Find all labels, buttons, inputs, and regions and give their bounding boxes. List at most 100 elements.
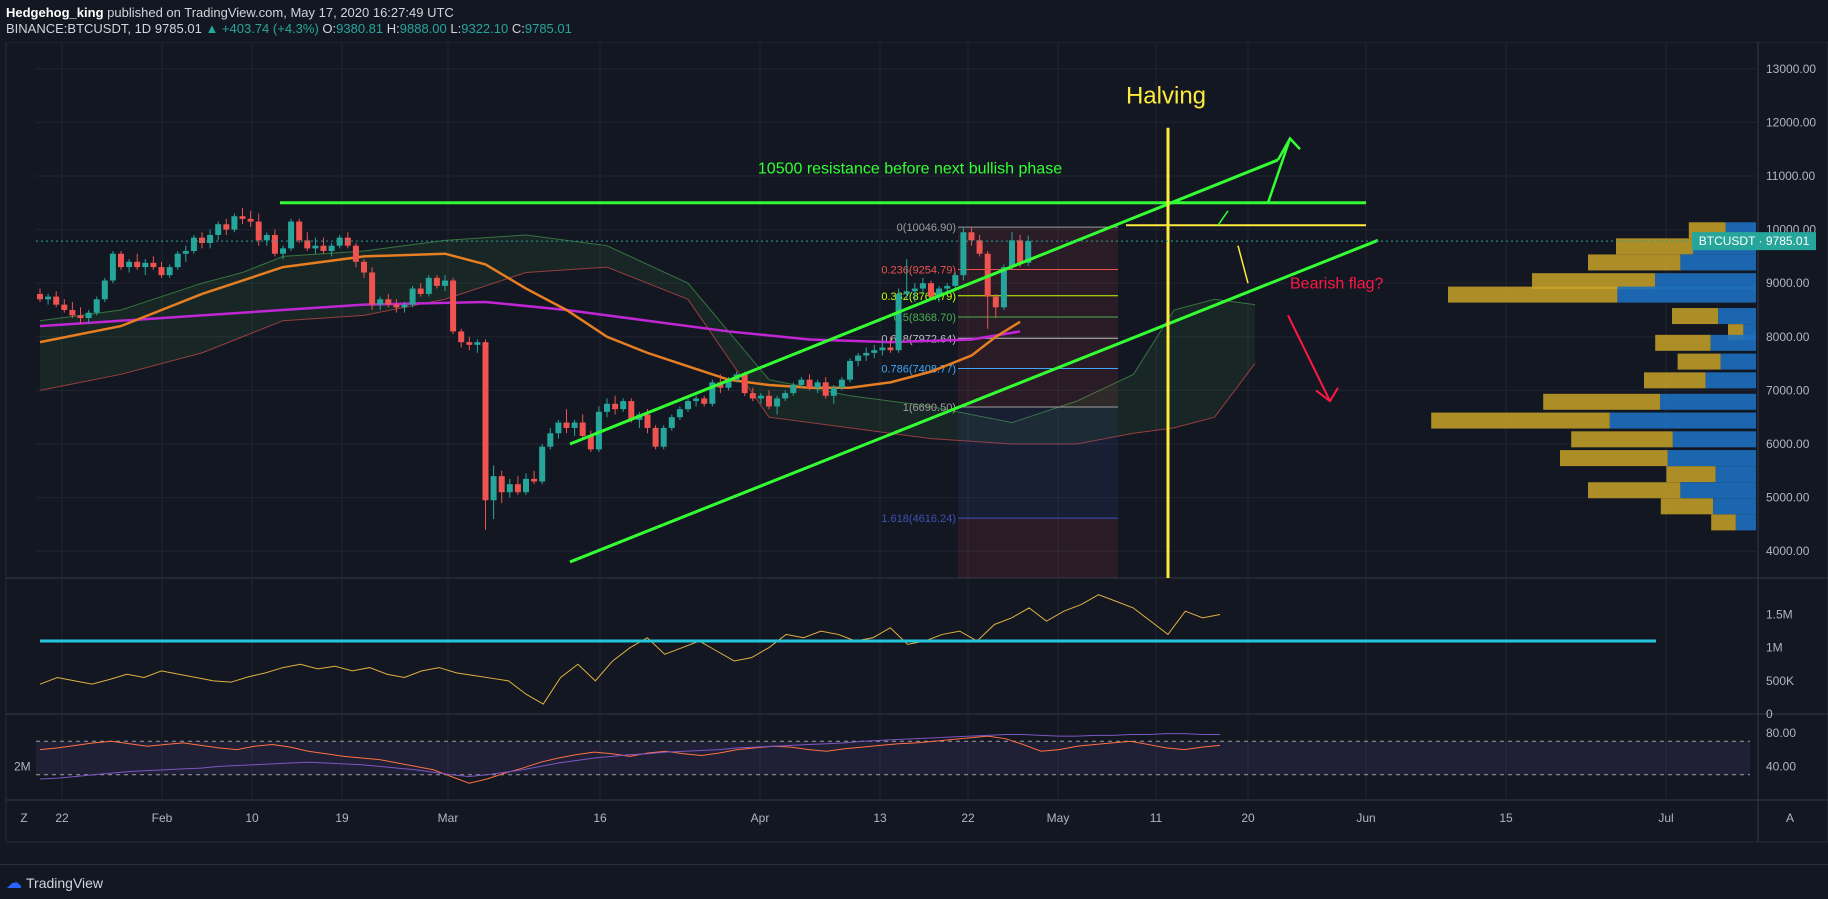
candle[interactable] xyxy=(863,347,870,361)
candle[interactable] xyxy=(879,342,886,356)
candle[interactable] xyxy=(798,377,805,388)
candle[interactable] xyxy=(158,261,165,278)
candle[interactable] xyxy=(506,478,513,498)
candle[interactable] xyxy=(847,358,853,383)
candle[interactable] xyxy=(223,218,230,235)
candle[interactable] xyxy=(1017,234,1024,268)
candle[interactable] xyxy=(101,277,108,302)
candle[interactable] xyxy=(150,256,157,270)
candle[interactable] xyxy=(936,285,943,302)
candle[interactable] xyxy=(838,377,845,391)
candle[interactable] xyxy=(231,213,238,233)
candle[interactable] xyxy=(604,398,610,418)
candle[interactable] xyxy=(207,229,214,249)
candle[interactable] xyxy=(61,299,68,313)
candle[interactable] xyxy=(433,275,440,289)
candle[interactable] xyxy=(992,293,999,319)
candle[interactable] xyxy=(652,425,659,450)
candle[interactable] xyxy=(93,296,100,316)
candle[interactable] xyxy=(539,444,546,485)
candle[interactable] xyxy=(555,419,562,439)
candle[interactable] xyxy=(263,232,270,246)
candle[interactable] xyxy=(490,465,497,520)
candle[interactable] xyxy=(620,398,627,412)
candle[interactable] xyxy=(45,293,52,305)
candle[interactable] xyxy=(701,395,708,407)
candle[interactable] xyxy=(685,398,691,412)
candle[interactable] xyxy=(417,283,424,297)
candle[interactable] xyxy=(887,336,894,353)
candle[interactable] xyxy=(960,226,967,281)
candle[interactable] xyxy=(85,310,92,324)
candle[interactable] xyxy=(53,291,60,308)
candle[interactable] xyxy=(377,296,384,310)
candle[interactable] xyxy=(774,395,781,415)
candle[interactable] xyxy=(814,379,821,394)
candle[interactable] xyxy=(757,393,764,404)
candle[interactable] xyxy=(109,251,116,284)
author-name[interactable]: Hedgehog_king xyxy=(6,5,104,20)
candle[interactable] xyxy=(919,277,926,294)
candle[interactable] xyxy=(37,288,43,302)
candle[interactable] xyxy=(126,259,133,273)
candle[interactable] xyxy=(855,352,862,367)
candle[interactable] xyxy=(830,385,837,404)
candle[interactable] xyxy=(409,285,416,308)
candle[interactable] xyxy=(304,232,311,252)
candle[interactable] xyxy=(215,221,222,241)
candle[interactable] xyxy=(393,299,400,313)
candle[interactable] xyxy=(531,470,538,485)
candle[interactable] xyxy=(336,234,343,249)
candle[interactable] xyxy=(190,234,197,254)
candle[interactable] xyxy=(77,307,84,324)
candle[interactable] xyxy=(482,339,489,530)
candle[interactable] xyxy=(1000,264,1007,310)
candle[interactable] xyxy=(344,232,351,249)
candle[interactable] xyxy=(182,245,189,262)
candle[interactable] xyxy=(790,382,797,396)
candle[interactable] xyxy=(239,208,246,225)
candle[interactable] xyxy=(142,259,149,276)
candle[interactable] xyxy=(523,473,529,495)
candle[interactable] xyxy=(361,259,367,278)
candle[interactable] xyxy=(450,277,457,335)
candle[interactable] xyxy=(822,377,829,399)
candle[interactable] xyxy=(369,267,376,310)
candle[interactable] xyxy=(352,243,359,268)
candle[interactable] xyxy=(766,390,772,410)
candle[interactable] xyxy=(466,336,473,351)
candle[interactable] xyxy=(401,301,408,313)
candle[interactable] xyxy=(547,427,554,450)
candle[interactable] xyxy=(385,293,392,308)
candle[interactable] xyxy=(911,283,918,302)
candle[interactable] xyxy=(612,395,619,415)
candle[interactable] xyxy=(595,406,602,453)
candle[interactable] xyxy=(693,395,700,407)
candle[interactable] xyxy=(968,226,975,246)
candle[interactable] xyxy=(976,234,983,257)
candle[interactable] xyxy=(320,237,327,254)
candle[interactable] xyxy=(312,237,319,254)
candle[interactable] xyxy=(118,251,124,270)
candle[interactable] xyxy=(903,259,910,300)
candle[interactable] xyxy=(442,275,448,292)
candle[interactable] xyxy=(174,251,181,270)
candle[interactable] xyxy=(134,253,141,270)
candle[interactable] xyxy=(328,243,335,257)
candle[interactable] xyxy=(806,374,813,391)
candle[interactable] xyxy=(425,275,432,297)
candle[interactable] xyxy=(498,470,505,503)
candle[interactable] xyxy=(571,419,578,436)
candle[interactable] xyxy=(676,406,683,420)
candle[interactable] xyxy=(660,425,667,450)
candle[interactable] xyxy=(296,218,303,243)
candle[interactable] xyxy=(280,245,286,260)
candle[interactable] xyxy=(895,288,902,353)
candle[interactable] xyxy=(247,210,254,227)
candle[interactable] xyxy=(563,409,570,434)
chart-canvas[interactable]: 13000.0012000.0011000.0010000.009000.008… xyxy=(0,42,1828,864)
candle[interactable] xyxy=(579,414,586,439)
candle[interactable] xyxy=(782,390,789,402)
candle[interactable] xyxy=(668,414,675,431)
candle[interactable] xyxy=(69,301,76,319)
